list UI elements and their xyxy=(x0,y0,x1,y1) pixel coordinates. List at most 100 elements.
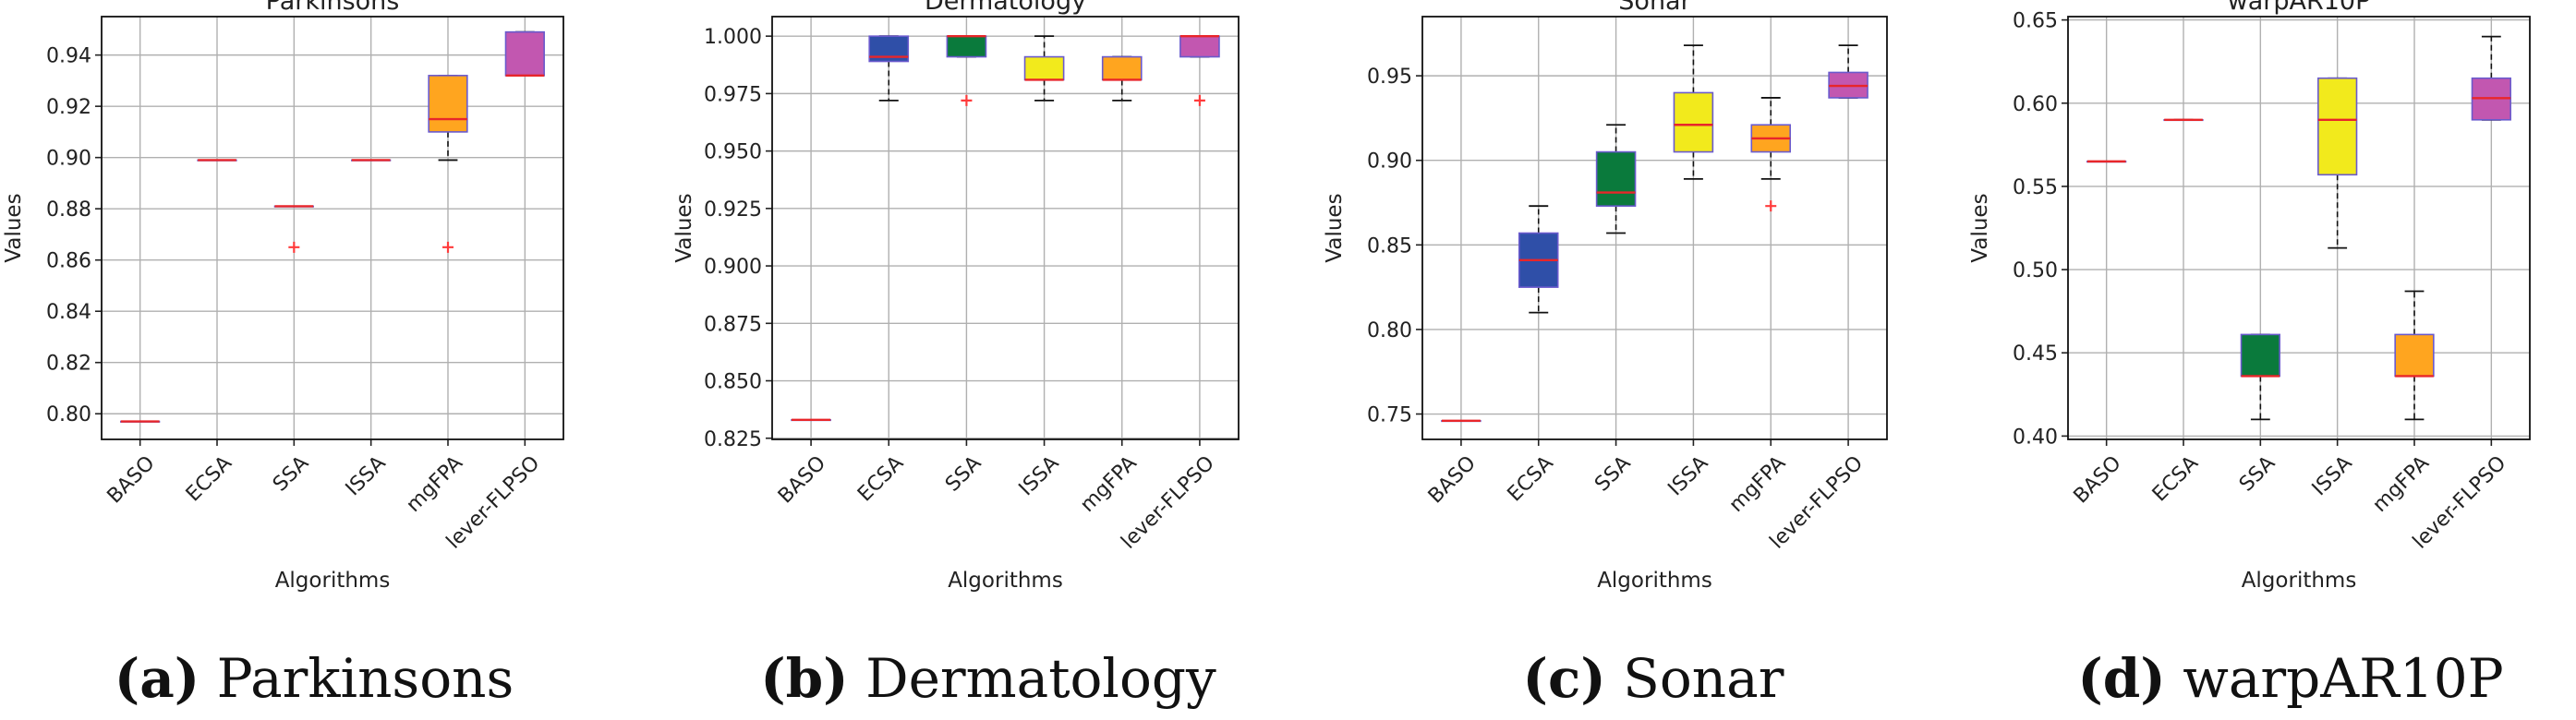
box-body xyxy=(504,30,545,77)
xtick-label-b: SSA xyxy=(941,451,986,496)
box-body xyxy=(2240,333,2280,378)
chart-d: 0.40 0.45 0.50 0.55 0.60 0.65 BASO ECSA SSA ISSA m… xyxy=(1968,0,2531,593)
box-body xyxy=(1673,91,1714,153)
caption-d: (d) warpAR10P xyxy=(2014,637,2568,720)
ytick-label-b: 0.900 xyxy=(704,256,762,279)
box-body xyxy=(1023,55,1065,81)
xtick-label-a: ECSA xyxy=(182,451,236,506)
chart-title-b: Dermatology xyxy=(925,0,1086,16)
box-c-SSA xyxy=(1595,124,1637,234)
xtick-label-c: ECSA xyxy=(1504,451,1558,506)
box-c-ECSA xyxy=(1518,205,1559,314)
ytick-label-b: 0.950 xyxy=(704,141,762,164)
xtick-label-b: BASO xyxy=(774,451,830,508)
caption-a-text: Parkinsons xyxy=(216,647,514,710)
chart-b: 0.825 0.850 0.875 0.900 0.925 0.950 0.975 1.000… xyxy=(672,0,1240,593)
box-a-BASO xyxy=(120,420,161,423)
caption-c-letter: (c) xyxy=(1522,647,1606,710)
box-body xyxy=(2394,333,2435,378)
box-c-lever-FLPSO xyxy=(1828,44,1869,99)
ytick-label-b: 0.875 xyxy=(704,313,762,336)
ytick-label-a: 0.84 xyxy=(46,301,91,324)
flier-marker xyxy=(1765,200,1777,212)
ytick-label-c: 0.95 xyxy=(1367,66,1412,89)
ytick-label-a: 0.80 xyxy=(46,403,91,426)
ytick-label-d: 0.50 xyxy=(2013,259,2058,282)
box-c-mgFPA xyxy=(1750,97,1792,212)
box-a-SSA xyxy=(273,205,314,253)
xtick-label-a: BASO xyxy=(103,451,160,508)
box-body xyxy=(1101,55,1143,81)
box-c-BASO xyxy=(1441,419,1482,423)
ytick-label-a: 0.88 xyxy=(46,198,91,222)
xtick-label-d: ECSA xyxy=(2148,451,2203,506)
x-axis-label-a: Algorithms xyxy=(275,569,391,593)
axes-frame-c xyxy=(1421,16,1888,440)
ytick-label-d: 0.40 xyxy=(2013,426,2058,449)
ytick-label-b: 0.975 xyxy=(704,83,762,106)
flier-marker xyxy=(961,94,973,106)
caption-a: (a) Parkinsons xyxy=(37,637,591,720)
ytick-label-b: 0.825 xyxy=(704,428,762,451)
chart-title-a: Parkinsons xyxy=(266,0,400,16)
ytick-label-d: 0.65 xyxy=(2013,10,2058,33)
box-d-ISSA xyxy=(2317,77,2358,249)
flier-marker xyxy=(1193,94,1205,106)
axes-frame-b xyxy=(771,16,1240,440)
y-axis-label-c: Values xyxy=(1323,193,1347,262)
ytick-label-b: 0.850 xyxy=(704,371,762,394)
caption-c: (c) Sonar xyxy=(1385,637,1921,720)
box-body xyxy=(428,75,468,133)
ytick-label-c: 0.75 xyxy=(1367,404,1412,427)
axes-frame-a xyxy=(101,16,564,440)
x-axis-label-b: Algorithms xyxy=(948,569,1063,593)
box-a-ISSA xyxy=(351,159,392,162)
ytick-label-c: 0.85 xyxy=(1367,234,1412,258)
caption-b: (b) Dermatology xyxy=(665,637,1312,720)
flier-marker xyxy=(288,241,300,253)
ytick-label-d: 0.45 xyxy=(2013,342,2058,366)
caption-c-text: Sonar xyxy=(1623,647,1784,710)
caption-d-text: warpAR10P xyxy=(2183,647,2504,710)
xtick-label-a: SSA xyxy=(269,451,313,496)
box-b-ISSA xyxy=(1023,35,1065,102)
y-axis-label-b: Values xyxy=(672,193,696,262)
box-d-ECSA xyxy=(2163,118,2204,122)
ytick-label-a: 0.90 xyxy=(46,148,91,171)
xtick-label-c: ISSA xyxy=(1663,451,1712,500)
ytick-label-b: 1.000 xyxy=(704,26,762,49)
caption-d-letter: (d) xyxy=(2077,647,2166,710)
xtick-label-c: SSA xyxy=(1590,451,1635,496)
ytick-label-c: 0.90 xyxy=(1367,150,1412,174)
x-axis-label-c: Algorithms xyxy=(1597,569,1712,593)
axes-frame-d xyxy=(2067,16,2531,440)
box-body xyxy=(1179,35,1220,58)
xtick-label-d: BASO xyxy=(2070,451,2126,508)
box-body xyxy=(2317,77,2358,176)
caption-b-letter: (b) xyxy=(760,647,849,710)
box-b-ECSA xyxy=(868,35,910,102)
box-d-mgFPA xyxy=(2394,290,2435,421)
y-axis-label-d: Values xyxy=(1968,193,1992,262)
flier-marker xyxy=(442,241,454,253)
ytick-label-a: 0.92 xyxy=(46,96,91,119)
xtick-label-c: BASO xyxy=(1424,451,1481,508)
box-a-mgFPA xyxy=(428,74,468,253)
box-d-lever-FLPSO xyxy=(2471,35,2511,121)
ytick-label-b: 0.925 xyxy=(704,198,762,222)
chart-c: 0.75 0.80 0.85 0.90 0.95 BASO ECSA SSA ISSA mgFPA… xyxy=(1323,0,1888,593)
ytick-label-a: 0.86 xyxy=(46,250,91,273)
xtick-label-b: mgFPA xyxy=(1076,451,1142,517)
ytick-label-d: 0.55 xyxy=(2013,176,2058,199)
box-a-lever-FLPSO xyxy=(504,30,545,78)
box-b-SSA xyxy=(946,34,987,106)
chart-title-c: Sonar xyxy=(1618,0,1691,16)
x-axis-label-d: Algorithms xyxy=(2242,569,2357,593)
xtick-label-d: mgFPA xyxy=(2368,451,2434,517)
box-b-BASO xyxy=(791,418,831,422)
caption-a-letter: (a) xyxy=(114,647,200,710)
xtick-label-c: mgFPA xyxy=(1725,451,1791,517)
box-d-SSA xyxy=(2240,333,2280,421)
box-b-mgFPA xyxy=(1101,55,1143,102)
